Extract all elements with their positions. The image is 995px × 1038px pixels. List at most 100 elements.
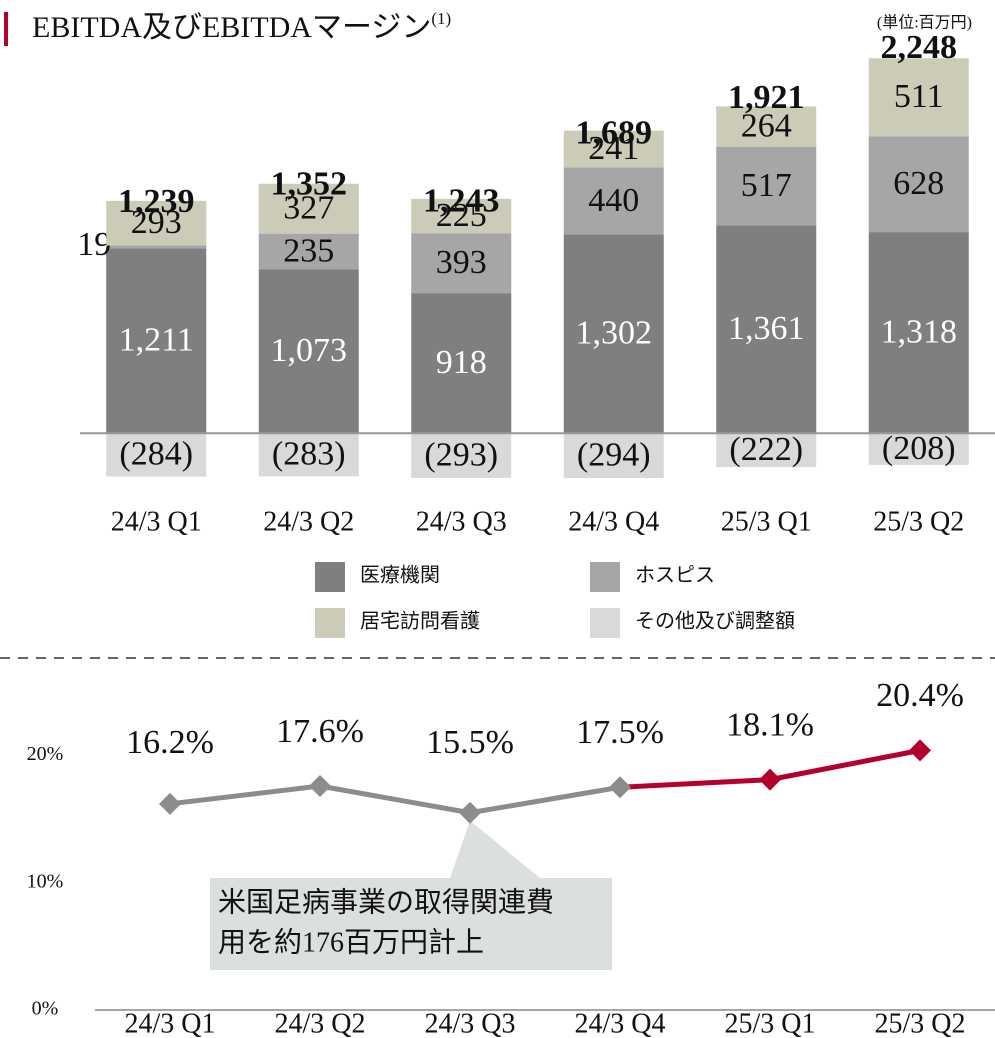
segment-label: 225 xyxy=(436,197,487,234)
bar-segment xyxy=(258,269,359,434)
segment-label: (284) xyxy=(119,436,193,473)
legend-label: その他及び調整額 xyxy=(635,610,795,633)
bar-segment xyxy=(868,433,969,465)
segment-label: 1,302 xyxy=(576,315,653,352)
x-tick-label: 24/3 Q1 xyxy=(111,506,202,537)
point xyxy=(459,801,481,824)
total-label: 2,248 xyxy=(881,29,958,66)
line-segment xyxy=(319,783,471,816)
segment-label: 19 xyxy=(77,226,111,263)
x-tick-label: 24/3 Q2 xyxy=(275,1008,366,1038)
x-tick-label: 24/3 Q4 xyxy=(575,1008,666,1038)
bar-segment xyxy=(258,183,359,234)
bar-segment xyxy=(563,433,664,479)
bar-segment xyxy=(868,232,969,434)
legend-swatch xyxy=(315,562,345,592)
segment-label: 440 xyxy=(588,182,639,219)
segment-label: 1,073 xyxy=(271,332,348,369)
bar-segment xyxy=(106,245,207,249)
segment-label: 628 xyxy=(893,165,944,202)
line-segment xyxy=(619,777,771,790)
x-tick-label: 24/3 Q1 xyxy=(125,1008,216,1038)
bar-segment xyxy=(411,198,512,234)
x-tick-label: 24/3 Q2 xyxy=(263,506,354,537)
bar-segment xyxy=(563,234,664,434)
callout xyxy=(210,820,612,970)
point xyxy=(309,775,331,797)
x-tick-label: 24/3 Q4 xyxy=(568,506,659,537)
x-tick-label: 24/3 Q3 xyxy=(416,506,507,537)
segment-label: 264 xyxy=(741,107,792,144)
x-tick-label: 25/3 Q1 xyxy=(725,1008,816,1038)
segment-label: 517 xyxy=(741,167,792,204)
segment-label: (293) xyxy=(424,436,498,473)
line-segment xyxy=(769,747,921,783)
legend-label: ホスピス xyxy=(635,565,715,587)
annotation: 用を約176百万円計上 xyxy=(218,926,484,958)
value-label: 17.6% xyxy=(276,713,364,750)
line-segment xyxy=(169,783,321,807)
bar-segment xyxy=(716,106,817,147)
x-tick-label: 25/3 Q2 xyxy=(875,1008,966,1038)
title-note: (1) xyxy=(431,9,451,28)
annotation: 米国足病事業の取得関連費 xyxy=(218,886,554,918)
bar-segment xyxy=(716,225,817,434)
segment-label: 918 xyxy=(436,344,487,381)
value-label: 20.4% xyxy=(876,677,964,714)
unit: (単位:百万円) xyxy=(877,14,972,32)
point xyxy=(909,739,931,762)
segment-label: (283) xyxy=(272,436,346,473)
segment-label: 241 xyxy=(588,130,639,167)
bar-segment xyxy=(106,248,207,434)
bar-segment xyxy=(106,433,207,477)
total-label: 1,921 xyxy=(728,79,805,116)
bar-segment xyxy=(716,433,817,468)
bar-segment xyxy=(563,130,664,168)
y-tick-label: 20% xyxy=(27,743,64,765)
segment-label: 1,211 xyxy=(119,322,194,359)
total-label: 1,239 xyxy=(118,183,195,220)
segment-label: 393 xyxy=(436,244,487,281)
segment-label: (208) xyxy=(882,430,956,467)
y-tick-label: 10% xyxy=(27,870,64,892)
point xyxy=(609,776,631,799)
bar-segment xyxy=(868,136,969,233)
segment-label: 235 xyxy=(283,232,334,269)
bar-segment xyxy=(563,167,664,235)
bar-segment xyxy=(716,146,817,226)
total-label: 1,689 xyxy=(576,114,653,151)
bar-segment xyxy=(258,433,359,477)
title-accent xyxy=(4,12,8,46)
segment-label: 511 xyxy=(894,78,944,115)
legend-label: 医療機関 xyxy=(360,564,440,587)
legend-label: 居宅訪問看護 xyxy=(360,610,480,633)
value-label: 16.2% xyxy=(126,724,214,761)
title: EBITDA及びEBITDAマージン(1) xyxy=(32,9,451,44)
bar-segment xyxy=(411,233,512,294)
segment-label: 293 xyxy=(131,204,182,241)
point xyxy=(159,792,181,815)
point xyxy=(759,768,781,791)
total-label: 1,352 xyxy=(271,166,348,203)
bar-segment xyxy=(411,293,512,434)
y-tick-label: 0% xyxy=(32,998,59,1020)
segment-label: 327 xyxy=(283,189,334,226)
bar-segment xyxy=(868,58,969,137)
segment-label: (222) xyxy=(729,431,803,468)
total-label: 1,243 xyxy=(423,182,500,219)
legend-swatch xyxy=(315,608,345,638)
x-tick-label: 25/3 Q1 xyxy=(721,506,812,537)
segment-label: 1,318 xyxy=(881,313,958,350)
bar-segment xyxy=(258,233,359,270)
legend-swatch xyxy=(590,562,620,592)
segment-label: 1,361 xyxy=(728,310,805,347)
title-text: EBITDA及びEBITDAマージン xyxy=(32,11,431,44)
value-label: 18.1% xyxy=(726,706,814,743)
value-label: 17.5% xyxy=(576,714,664,751)
x-tick-label: 25/3 Q2 xyxy=(873,506,964,537)
legend-swatch xyxy=(590,608,620,638)
bar-segment xyxy=(411,433,512,478)
x-tick-label: 24/3 Q3 xyxy=(425,1008,516,1038)
line-segment xyxy=(469,784,621,816)
